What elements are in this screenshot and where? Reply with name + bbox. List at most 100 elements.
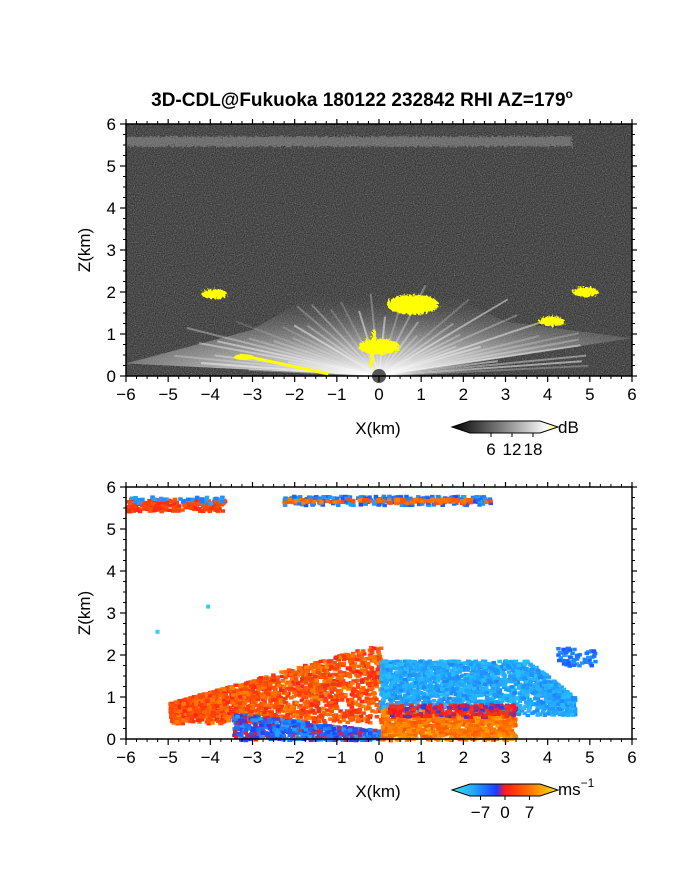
velocity-main-echo-cell <box>509 675 515 679</box>
velocity-main-echo-cell <box>294 700 300 705</box>
velocity-main-echo-cell <box>249 684 254 688</box>
velocity-main-echo-cell <box>454 686 460 691</box>
velocity-main-echo-cell <box>473 680 478 684</box>
velocity-main-echo-cell <box>390 698 395 702</box>
velocity-main-echo-cell <box>230 713 236 717</box>
velocity-main-echo-cell <box>386 672 391 676</box>
velocity-main-echo-cell <box>344 671 349 676</box>
velocity-upper-layer-cell <box>317 496 323 500</box>
velocity-main-echo-cell <box>539 682 544 686</box>
velocity-main-echo-cell <box>264 712 269 716</box>
snr-streak <box>378 322 454 377</box>
velocity-main-echo-cell <box>372 656 377 660</box>
velocity-main-echo-cell <box>486 692 491 697</box>
velocity-main-echo-cell <box>458 691 464 695</box>
snr-streak <box>293 324 380 377</box>
velocity-main-echo-cell <box>388 695 393 700</box>
velocity-main-echo-cell <box>428 686 434 691</box>
velocity-main-echo-cell <box>406 689 411 693</box>
velocity-main-echo-cell <box>222 712 228 717</box>
velocity-upper-layer-cell <box>157 500 162 505</box>
velocity-upper-layer-cell <box>414 497 419 502</box>
y-tick-label: 4 <box>107 199 116 218</box>
velocity-main-echo-cell <box>483 675 489 679</box>
velocity-main-echo-cell <box>173 708 178 712</box>
velocity-main-echo-cell <box>565 709 570 714</box>
velocity-main-echo-cell <box>314 718 319 723</box>
velocity-main-echo-cell <box>525 659 530 664</box>
velocity-main-echo-cell <box>389 688 394 693</box>
velocity-main-echo-cell <box>359 655 364 659</box>
velocity-main-echo-cell <box>268 683 273 688</box>
velocity-main-echo-cell <box>306 714 311 718</box>
velocity-main-echo-cell <box>272 713 277 717</box>
velocity-near-surface-cell <box>290 735 295 740</box>
snr-ground-echo <box>239 353 329 376</box>
velocity-main-echo-cell <box>509 694 515 699</box>
velocity-main-echo-cell <box>476 680 482 685</box>
velocity-main-echo-cell <box>381 667 386 671</box>
velocity-upper-layer-cell <box>311 502 316 506</box>
x-tick-label: 1 <box>416 385 425 404</box>
velocity-main-echo-cell <box>541 710 546 714</box>
velocity-main-echo-cell <box>368 721 373 725</box>
snr-streak <box>248 368 380 377</box>
velocity-main-echo-cell <box>497 693 502 697</box>
velocity-main-echo-cell <box>364 696 370 701</box>
velocity-main-echo-cell <box>402 677 408 682</box>
velocity-main-echo-cell <box>529 673 534 677</box>
velocity-upper-layer-cell <box>348 502 354 506</box>
velocity-main-echo-cell <box>325 663 330 668</box>
velocity-main-echo-cell <box>509 685 514 689</box>
velocity-main-echo-cell <box>396 662 401 666</box>
velocity-main-echo-cell <box>384 686 389 690</box>
velocity-main-echo-cell <box>235 703 241 708</box>
velocity-upper-layer-cell <box>431 503 436 507</box>
velocity-main-echo-cell <box>383 667 389 672</box>
velocity-main-echo-cell <box>300 677 305 681</box>
velocity-main-echo-cell <box>328 717 333 721</box>
velocity-main-echo-cell <box>276 690 282 695</box>
velocity-main-echo-cell <box>410 695 416 699</box>
velocity-main-echo-cell <box>174 700 179 704</box>
velocity-near-surface-cell <box>259 728 264 733</box>
velocity-upper-layer-cell <box>482 497 488 501</box>
velocity-main-echo-cell <box>429 665 434 669</box>
velocity-upper-layer-cell <box>335 497 340 501</box>
velocity-main-echo-cell <box>341 661 347 665</box>
velocity-upper-layer-cell <box>161 501 167 505</box>
snr-streak <box>198 342 380 377</box>
velocity-main-echo-cell <box>463 684 468 689</box>
velocity-main-echo-cell <box>506 670 512 674</box>
velocity-upper-layer-cell <box>345 501 351 505</box>
velocity-main-echo-cell <box>266 711 272 716</box>
velocity-main-echo-cell <box>547 694 553 698</box>
velocity-main-echo-cell <box>237 695 243 699</box>
velocity-upper-layer-cell <box>130 503 135 507</box>
velocity-main-echo-cell <box>172 716 177 720</box>
velocity-main-echo-cell <box>440 663 446 667</box>
x-tick-label: 5 <box>585 385 594 404</box>
velocity-main-echo-cell <box>224 716 230 720</box>
velocity-main-echo-cell <box>218 721 223 726</box>
velocity-main-echo-cell <box>478 699 484 704</box>
velocity-upper-layer-cell <box>449 497 455 501</box>
snr-upper-layer <box>126 136 572 147</box>
velocity-upper-layer-cell <box>182 503 187 508</box>
velocity-main-echo-cell <box>331 719 337 723</box>
velocity-main-echo-cell <box>417 677 422 681</box>
velocity-main-echo-cell <box>422 667 428 671</box>
velocity-upper-layer-cell <box>212 500 217 504</box>
velocity-main-echo-cell <box>214 700 220 704</box>
velocity-main-echo-cell <box>570 707 575 712</box>
velocity-main-echo-cell <box>534 702 539 706</box>
velocity-main-echo-cell <box>322 719 327 723</box>
velocity-main-echo-cell <box>285 704 290 709</box>
velocity-main-echo-cell <box>415 700 420 705</box>
velocity-main-echo-cell <box>224 708 230 712</box>
velocity-main-echo-cell <box>201 696 206 701</box>
velocity-main-echo-cell <box>361 711 366 715</box>
velocity-main-echo-cell <box>550 686 556 691</box>
velocity-main-echo-cell <box>406 695 411 699</box>
velocity-main-echo-cell <box>374 703 379 707</box>
